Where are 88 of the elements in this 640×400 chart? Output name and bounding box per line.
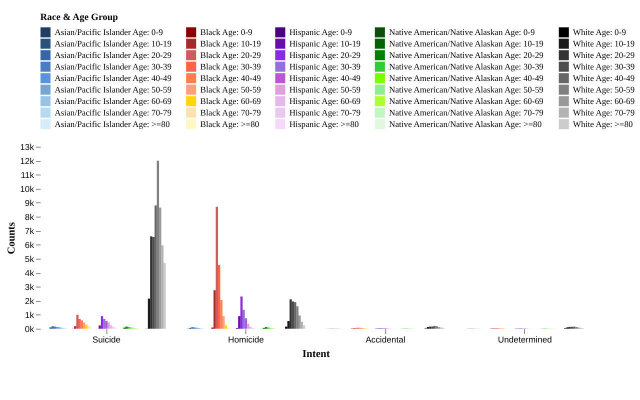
bar [238, 316, 240, 329]
legend-label: White Age: 30-39 [572, 62, 635, 72]
legend-label: Asian/Pacific Islander Age: 40-49 [54, 73, 172, 84]
bar [110, 325, 112, 329]
bar [242, 310, 245, 329]
legend-label: Native American/Native Alaskan Age: 30-39 [388, 62, 544, 72]
legend-label: White Age: >=80 [572, 119, 633, 130]
bar [108, 322, 110, 329]
legend-label: Black Age: 30-39 [200, 62, 261, 72]
y-tick-label: 12k [20, 156, 35, 166]
y-tick-label: 3k [24, 282, 35, 292]
x-axis-title: Intent [302, 348, 330, 360]
legend-label: Black Age: 10-19 [200, 38, 261, 49]
y-tick-label: 11k [20, 170, 35, 180]
legend-label: White Age: 40-49 [572, 73, 635, 84]
y-tick-label: 10k [20, 184, 35, 194]
legend-label: Hispanic Age: 50-59 [289, 84, 361, 95]
legend-label: Hispanic Age: 10-19 [289, 38, 361, 49]
legend-label: Black Age: 0-9 [200, 27, 252, 38]
legend-label: Hispanic Age: 30-39 [289, 62, 361, 72]
legend-label: Native American/Native Alaskan Age: 20-29 [388, 50, 544, 60]
legend-label: Hispanic Age: 0-9 [289, 27, 352, 38]
bar [290, 299, 292, 329]
legend-label: Hispanic Age: 20-29 [289, 50, 361, 60]
legend-label: Hispanic Age: >=80 [289, 119, 359, 130]
y-tick-label: 4k [24, 268, 35, 278]
legend-label: White Age: 0-9 [572, 27, 626, 38]
legend-label: Native American/Native Alaskan Age: >=80 [388, 119, 542, 130]
y-tick-label: 8k [24, 212, 35, 222]
bar [74, 326, 76, 329]
y-axis-title: Counts [6, 222, 18, 254]
x-tick-label: Suicide [92, 334, 121, 345]
x-tick-label: Undetermined [498, 334, 552, 345]
y-tick-label: 0k [24, 324, 35, 334]
legend-title: Race & Age Group [40, 12, 118, 24]
legend-label: Native American/Native Alaskan Age: 50-59 [388, 84, 544, 95]
bar [159, 208, 162, 329]
bar [103, 318, 106, 329]
legend-label: Black Age: 20-29 [200, 50, 261, 60]
legend-label: White Age: 10-19 [572, 38, 635, 49]
legend-label: Native American/Native Alaskan Age: 70-79 [388, 108, 544, 118]
y-tick-label: 7k [24, 226, 35, 236]
legend-label: Hispanic Age: 40-49 [289, 73, 361, 84]
y-tick-label: 2k [24, 296, 35, 306]
legend-label: Asian/Pacific Islander Age: 10-19 [54, 38, 172, 49]
legend-label: Asian/Pacific Islander Age: >=80 [54, 119, 170, 130]
legend-label: Asian/Pacific Islander Age: 20-29 [54, 50, 172, 60]
legend-label: Black Age: 70-79 [200, 108, 261, 118]
legend-label: White Age: 60-69 [572, 96, 635, 106]
legend-label: Native American/Native Alaskan Age: 0-9 [388, 27, 535, 38]
legend-label: Asian/Pacific Islander Age: 60-69 [54, 96, 172, 106]
y-tick-label: 1k [24, 310, 35, 320]
bar [220, 300, 222, 329]
bar [150, 236, 152, 329]
legend-label: White Age: 50-59 [572, 84, 635, 95]
legend-label: Asian/Pacific Islander Age: 0-9 [54, 27, 163, 38]
bar [76, 314, 79, 329]
bar [294, 302, 296, 329]
legend-label: White Age: 20-29 [572, 50, 635, 60]
y-tick-label: 6k [24, 240, 35, 250]
bar [98, 326, 101, 329]
bar [52, 326, 54, 329]
bar [298, 315, 301, 329]
bar [164, 262, 166, 329]
y-tick-label: 13k [20, 142, 35, 152]
bar [302, 325, 306, 329]
legend-label: Asian/Pacific Islander Age: 70-79 [54, 108, 172, 118]
bar [224, 325, 227, 329]
bar [154, 206, 157, 329]
legend-label: Black Age: 40-49 [200, 73, 261, 84]
bar [214, 290, 216, 329]
legend-label: White Age: 70-79 [572, 108, 635, 118]
legend-label: Asian/Pacific Islander Age: 50-59 [54, 84, 172, 95]
legend-label: Black Age: 60-69 [200, 96, 261, 106]
legend-label: Native American/Native Alaskan Age: 10-19 [388, 38, 544, 49]
bar [85, 324, 88, 329]
x-tick-label: Accidental [366, 334, 406, 345]
legend-label: Native American/Native Alaskan Age: 40-49 [388, 73, 544, 84]
x-tick-label: Homicide [228, 334, 264, 345]
legend-label: Hispanic Age: 70-79 [289, 108, 361, 118]
bar [247, 324, 250, 329]
legend-label: Hispanic Age: 60-69 [289, 96, 361, 106]
legend-label: Native American/Native Alaskan Age: 60-69 [388, 96, 544, 106]
legend-label: Black Age: >=80 [200, 119, 260, 130]
y-tick-label: 5k [24, 254, 35, 264]
y-tick-label: 9k [24, 198, 35, 208]
legend-label: Asian/Pacific Islander Age: 30-39 [54, 62, 172, 72]
legend-label: Black Age: 50-59 [200, 84, 261, 95]
